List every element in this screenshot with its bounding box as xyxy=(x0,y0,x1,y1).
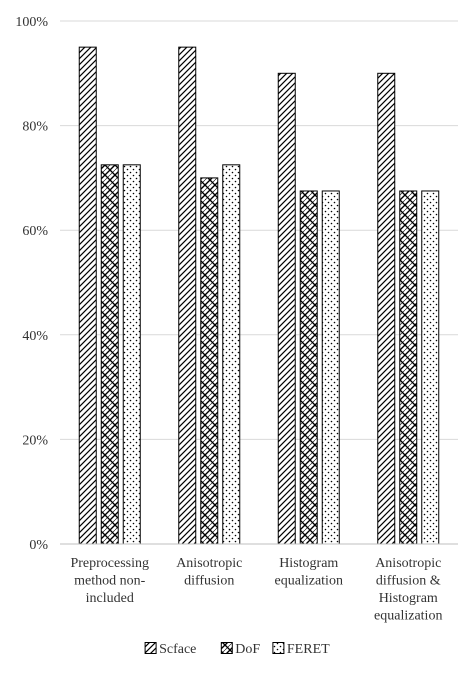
x-axis-category-labels: Preprocessing method non-included Anisotro… xyxy=(70,556,442,624)
legend: Scface DoF FERET xyxy=(144,642,330,657)
y-tick-label: 100% xyxy=(15,15,48,30)
y-axis-ticks: 0% 20% 40% 60% 80% 100% xyxy=(15,15,48,553)
bars xyxy=(78,46,440,545)
x-category-label: Anisotropic diffusion & Histogram equalizat… xyxy=(374,556,442,624)
bar-dof-4 xyxy=(399,190,418,545)
legend-label: DoF xyxy=(235,642,260,657)
y-tick-label: 80% xyxy=(22,120,48,135)
legend-item-dof: DoF xyxy=(220,642,260,657)
x-category-label: Preprocessing method non-included xyxy=(70,556,149,606)
bar-feret-4 xyxy=(421,190,440,545)
y-tick-label: 40% xyxy=(22,329,48,344)
bar-feret-3 xyxy=(321,190,340,545)
bar-feret-1 xyxy=(122,164,141,545)
x-category-label: Histogram equalization xyxy=(275,556,343,589)
legend-item-feret: FERET xyxy=(272,642,330,657)
bar-feret-2 xyxy=(222,164,241,545)
bar-scface-4 xyxy=(377,72,396,545)
y-tick-label: 0% xyxy=(29,538,48,553)
legend-swatch xyxy=(272,642,285,654)
legend-label: Scface xyxy=(159,642,196,657)
bar-dof-1 xyxy=(100,164,119,545)
bar-dof-3 xyxy=(299,190,318,545)
legend-label: FERET xyxy=(287,642,330,657)
bar-scface-1 xyxy=(78,46,97,545)
legend-item-scface: Scface xyxy=(144,642,196,657)
bar-dof-2 xyxy=(200,177,219,545)
legend-swatch xyxy=(220,642,233,654)
x-category-label: Anisotropic diffusion xyxy=(176,556,242,589)
y-tick-label: 20% xyxy=(22,433,48,448)
gridlines xyxy=(60,20,458,440)
bar-scface-2 xyxy=(178,46,197,545)
legend-swatch xyxy=(144,642,157,654)
bar-scface-3 xyxy=(277,72,296,545)
y-tick-label: 60% xyxy=(22,224,48,239)
